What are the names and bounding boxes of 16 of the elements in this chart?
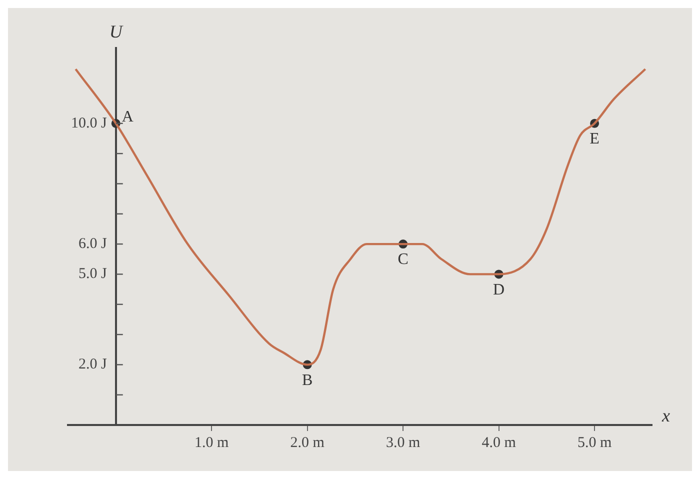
x-tick-label: 2.0 m xyxy=(290,434,325,451)
y-tick-label: 5.0 J xyxy=(78,266,108,282)
x-axis-title: x xyxy=(661,406,670,426)
y-tick-label: 10.0 J xyxy=(71,115,108,132)
x-tick-label: 4.0 m xyxy=(482,434,516,451)
y-axis-title: U xyxy=(109,22,124,42)
annotation: E xyxy=(590,130,600,148)
x-tick-label: 3.0 m xyxy=(386,434,420,451)
x-tick-label: 5.0 m xyxy=(577,434,612,451)
annotation: D xyxy=(493,281,505,298)
annotation: B xyxy=(302,372,313,389)
x-tick-label: 1.0 m xyxy=(194,434,230,451)
y-tick-label: 6.0 J xyxy=(78,236,108,252)
annotation: C xyxy=(398,251,408,268)
annotation: A xyxy=(122,108,134,126)
y-tick-label: 2.0 J xyxy=(78,356,108,373)
